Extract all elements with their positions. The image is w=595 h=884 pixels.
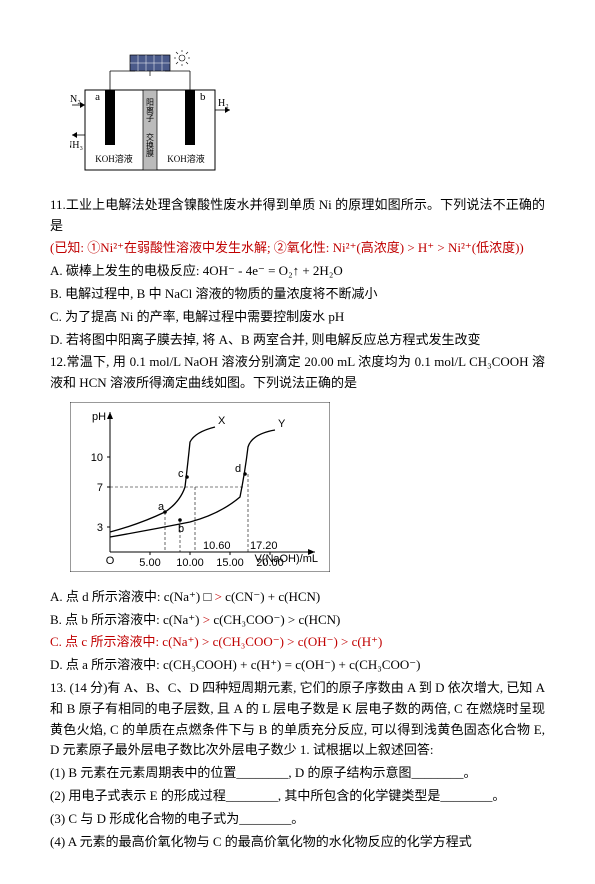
q13-stem: 13. (14 分)有 A、B、C、D 四种短周期元素, 它们的原子序数由 A … xyxy=(50,678,545,761)
n2-label: N₂ xyxy=(70,94,81,105)
q12-option-d: D. 点 a 所示溶液中: c(CH₃COOH) + c(H⁺) = c(OH⁻… xyxy=(50,655,545,676)
svg-text:5.00: 5.00 xyxy=(139,557,160,569)
svg-text:7: 7 xyxy=(97,482,103,494)
h2-label: H₂ xyxy=(218,98,229,109)
electrochemical-cell-diagram: 阳离子 交换膜 a b N₂ NH₃ H₂ KOH溶液 KOH溶液 xyxy=(70,50,545,187)
q13-sub2: (2) 用电子式表示 E 的形成过程________, 其中所包含的化学键类型是… xyxy=(50,786,545,807)
svg-text:10.00: 10.00 xyxy=(176,557,204,569)
electrode-a-label: a xyxy=(95,91,100,103)
q12-option-b: B. 点 b 所示溶液中: c(Na⁺) > c(CH₃COO⁻) > c(HC… xyxy=(50,610,545,631)
q11-note: (已知: ①Ni²⁺在弱酸性溶液中发生水解; ②氧化性: Ni²⁺(高浓度) >… xyxy=(50,238,545,259)
electrode-b-label: b xyxy=(200,91,206,103)
q11-option-b: B. 电解过程中, B 中 NaCl 溶液的物质的量浓度将不断减小 xyxy=(50,284,545,305)
koh-left-label: KOH溶液 xyxy=(95,153,133,164)
svg-text:O: O xyxy=(106,555,115,567)
solar-panel-icon xyxy=(130,50,190,76)
svg-text:17.20: 17.20 xyxy=(250,540,278,552)
svg-text:交换膜: 交换膜 xyxy=(146,132,155,158)
q12-option-a: A. 点 d 所示溶液中: c(Na⁺) □ > c(CN⁻) + c(HCN) xyxy=(50,587,545,608)
q13-sub1: (1) B 元素在元素周期表中的位置________, D 的原子结构示意图__… xyxy=(50,763,545,784)
svg-text:a: a xyxy=(158,501,165,513)
svg-text:10: 10 xyxy=(91,452,103,464)
q11-option-c: C. 为了提高 Ni 的产率, 电解过程中需要控制废水 pH xyxy=(50,307,545,328)
svg-text:15.00: 15.00 xyxy=(216,557,244,569)
curve-x-label: X xyxy=(218,415,226,427)
q12-option-c: C. 点 c 所示溶液中: c(Na⁺) > c(CH₃COO⁻) > c(OH… xyxy=(50,632,545,653)
curve-y-label: Y xyxy=(278,418,286,430)
y-axis-label: pH xyxy=(92,411,106,423)
q11-option-a: A. 碳棒上发生的电极反应: 4OH⁻ - 4e⁻ = O₂↑ + 2H₂O xyxy=(50,261,545,282)
svg-text:d: d xyxy=(235,463,241,475)
q11-option-d: D. 若将图中阳离子膜去掉, 将 A、B 两室合并, 则电解反应总方程式发生改变 xyxy=(50,330,545,351)
x-axis-label: V(NaOH)/mL xyxy=(254,553,318,565)
membrane-label: 阳离子 xyxy=(146,98,155,122)
svg-text:c: c xyxy=(178,468,184,480)
q11-stem: 11.工业上电解法处理含镍酸性废水并得到单质 Ni 的原理如图所示。下列说法不正… xyxy=(50,195,545,237)
nh3-label: NH₃ xyxy=(70,140,83,151)
svg-text:3: 3 xyxy=(97,522,103,534)
titration-curve-chart: 3 7 10 pH O 5.00 10.00 15.00 20.00 V(NaO… xyxy=(70,402,545,579)
q13-sub3: (3) C 与 D 形成化合物的电子式为________。 xyxy=(50,809,545,830)
q12-stem: 12.常温下, 用 0.1 mol/L NaOH 溶液分别滴定 20.00 mL… xyxy=(50,352,545,394)
svg-text:b: b xyxy=(178,523,184,535)
koh-right-label: KOH溶液 xyxy=(167,153,205,164)
svg-text:10.60: 10.60 xyxy=(203,540,231,552)
